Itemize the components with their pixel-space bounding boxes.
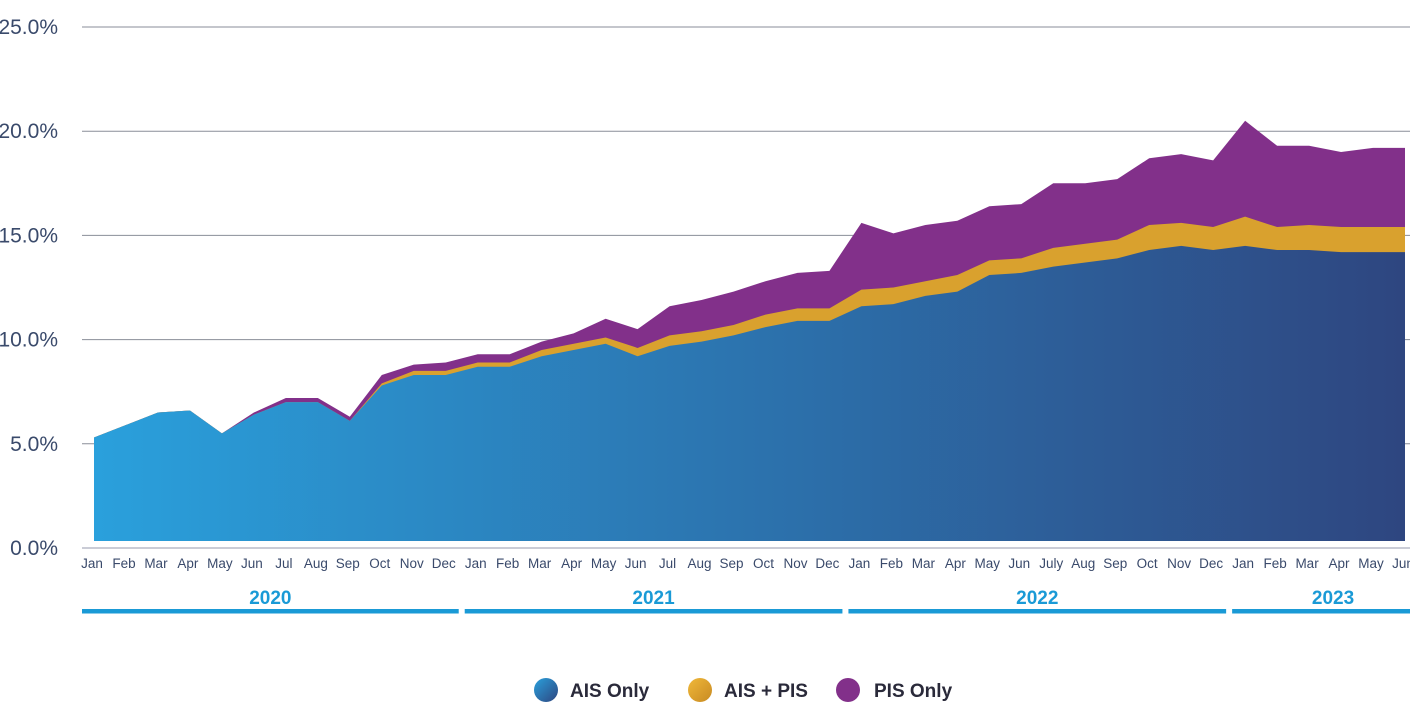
x-tick-label: Feb: [1263, 556, 1286, 571]
year-group-label: 2022: [1016, 588, 1058, 609]
x-tick-label: Sep: [336, 556, 360, 571]
x-tick-label: Jun: [1392, 556, 1410, 571]
legend-swatch-ais-pis: [688, 678, 712, 702]
x-tick-label: Mar: [912, 556, 936, 571]
x-tick-label: Oct: [753, 556, 774, 571]
legend: AIS Only AIS + PIS PIS Only: [534, 678, 953, 702]
y-tick-label: 25.0%: [0, 16, 58, 39]
area-ais-only: [94, 245, 1405, 541]
legend-label: AIS Only: [570, 681, 650, 702]
x-tick-label: Oct: [369, 556, 390, 571]
y-tick-label: 20.0%: [0, 120, 58, 143]
year-group-bar: [848, 609, 1227, 614]
x-tick-label: Mar: [144, 556, 168, 571]
x-tick-label: Sep: [1103, 556, 1127, 571]
x-tick-label: Feb: [496, 556, 519, 571]
x-tick-label: Feb: [112, 556, 135, 571]
x-tick-label: Jun: [241, 556, 263, 571]
year-group-label: 2023: [1312, 588, 1354, 609]
x-tick-label: Apr: [1329, 556, 1351, 571]
x-tick-label: Jan: [1232, 556, 1254, 571]
x-tick-label: Sep: [719, 556, 743, 571]
year-group-bar: [464, 609, 843, 614]
legend-swatch-ais-only: [534, 678, 558, 702]
x-tick-label: Apr: [945, 556, 967, 571]
x-tick-label: Aug: [1071, 556, 1095, 571]
year-group-label: 2021: [632, 588, 675, 609]
legend-swatch-pis-only: [836, 678, 860, 702]
x-tick-label: Nov: [783, 556, 807, 571]
x-tick-label: Dec: [815, 556, 839, 571]
x-tick-label: Nov: [1167, 556, 1191, 571]
x-axis-ticks: Jan Feb Mar Apr May Jun Jul Aug Sep Oct Nov Dec Jan F…: [81, 556, 1410, 571]
x-tick-label: Aug: [304, 556, 328, 571]
x-tick-label: Mar: [1295, 556, 1319, 571]
plot-areas: [94, 120, 1405, 541]
x-tick-label: Jul: [659, 556, 676, 571]
x-tick-label: Feb: [880, 556, 903, 571]
x-tick-label: Jan: [849, 556, 871, 571]
x-tick-label: Oct: [1137, 556, 1158, 571]
x-tick-label: Apr: [561, 556, 583, 571]
year-group-label: 2020: [249, 588, 291, 609]
y-tick-label: 5.0%: [10, 433, 58, 456]
legend-label: PIS Only: [874, 681, 953, 702]
x-tick-label: Jun: [625, 556, 647, 571]
year-group-bar: [82, 609, 459, 614]
x-tick-label: Jul: [275, 556, 292, 571]
x-tick-label: May: [1358, 556, 1384, 571]
x-tick-label: Jan: [81, 556, 103, 571]
x-tick-label: Jan: [465, 556, 487, 571]
y-tick-label: 10.0%: [0, 329, 58, 352]
x-tick-label: Nov: [400, 556, 424, 571]
x-tick-label: July: [1039, 556, 1063, 571]
x-tick-label: Apr: [177, 556, 199, 571]
y-axis-ticks: 0.0% 5.0% 10.0% 15.0% 20.0% 25.0%: [0, 16, 58, 560]
x-tick-label: Mar: [528, 556, 552, 571]
legend-label: AIS + PIS: [724, 681, 808, 702]
y-tick-label: 15.0%: [0, 224, 58, 247]
year-group-bar: [1232, 609, 1410, 614]
year-groups: 2020 2021 2022 2023: [82, 588, 1410, 614]
x-tick-label: May: [975, 556, 1001, 571]
x-tick-label: Dec: [1199, 556, 1223, 571]
y-tick-label: 0.0%: [10, 537, 58, 560]
x-tick-label: May: [591, 556, 617, 571]
x-tick-label: Jun: [1008, 556, 1030, 571]
x-tick-label: May: [207, 556, 233, 571]
x-tick-label: Dec: [432, 556, 456, 571]
x-tick-label: Aug: [688, 556, 712, 571]
